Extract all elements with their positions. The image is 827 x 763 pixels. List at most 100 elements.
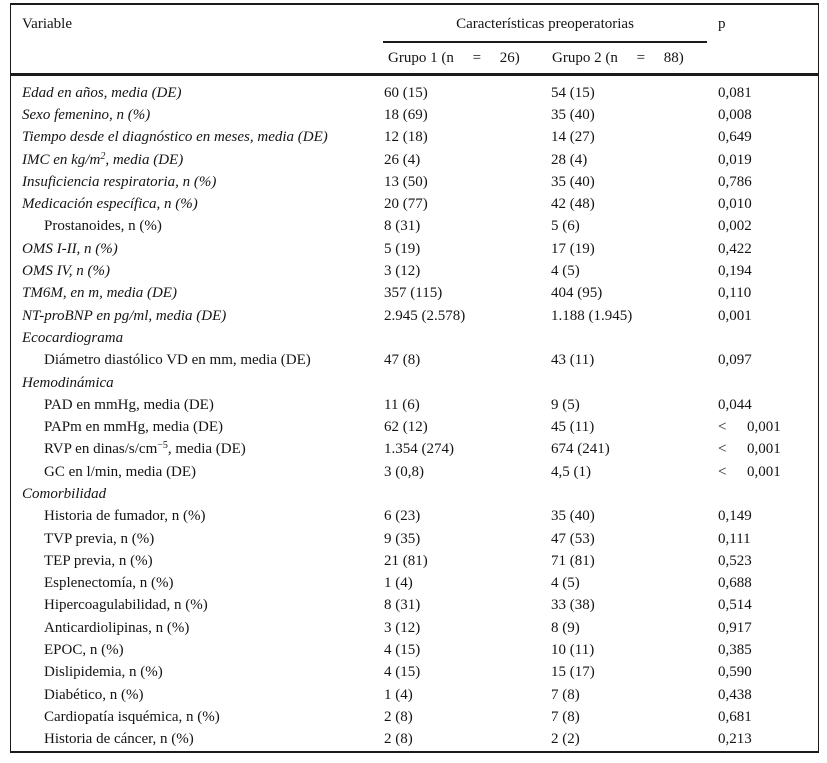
table-row: Insuficiencia respiratoria, n (%) 13 (50)… (11, 171, 818, 193)
table-row: Tiempo desde el diagnóstico en meses, me… (11, 127, 818, 149)
group2-value: 5 (6) (551, 218, 580, 235)
group2-value: 42 (48) (551, 196, 595, 213)
row-label-text: PAD en mmHg, media (DE) (44, 396, 214, 413)
group2-value: 43 (11) (551, 352, 595, 369)
group1-value: 3 (0,8) (384, 463, 424, 480)
row-label: TEP previa, n (%) (11, 553, 383, 570)
table-row: PAPm en mmHg, media (DE) 62 (12) 45 (11) <0… (11, 416, 818, 438)
group2-value: 33 (38) (551, 597, 595, 614)
less-than-sign: < (718, 463, 727, 480)
table-row: Medicación específica, n (%) 20 (77) 42 (4… (11, 193, 818, 215)
section-row: Comorbilidad (11, 483, 818, 505)
group2-value: 17 (19) (551, 240, 595, 257)
table-row: OMS I-II, n (%) 5 (19) 17 (19) 0,422 (11, 238, 818, 260)
row-label-text: Ecocardiograma (22, 329, 124, 346)
table-row: OMS IV, n (%) 3 (12) 4 (5) 0,194 (11, 260, 818, 282)
column-header-group2: Grupo 2 (n = 88) (552, 49, 684, 66)
row-label-text: TEP previa, n (%) (44, 552, 153, 569)
group1-value: 1.354 (274) (384, 441, 454, 458)
row-label-superscript: 2 (100, 150, 106, 162)
row-label-text: Insuficiencia respiratoria, n (%) (22, 173, 217, 190)
p-value: 0,590 (717, 664, 818, 681)
row-label-text: PAPm en mmHg, media (DE) (44, 419, 224, 436)
table-row: Prostanoides, n (%) 8 (31) 5 (6) 0,002 (11, 216, 818, 238)
group2-value: 15 (17) (551, 664, 595, 681)
p-value-text: 0,194 (718, 263, 752, 280)
row-label-text: GC en l/min, media (DE) (44, 463, 197, 480)
p-value: <0,001 (717, 464, 818, 481)
row-label: Diámetro diastólico VD en mm, media (DE) (11, 352, 383, 369)
group1-value: 13 (50) (384, 173, 428, 190)
table-row: GC en l/min, media (DE) 3 (0,8) 4,5 (1) <0,… (11, 461, 818, 483)
row-label: PAD en mmHg, media (DE) (11, 397, 383, 414)
table-row: Diámetro diastólico VD en mm, media (DE)… (11, 350, 818, 372)
group2-value: 14 (27) (551, 129, 595, 146)
row-label-text: Historia de fumador, n (%) (44, 508, 206, 525)
group1-value: 3 (12) (384, 263, 421, 280)
p-value: 0,044 (717, 397, 818, 414)
p-value-text: 0,917 (718, 619, 752, 636)
row-label-text: Medicación específica, n (%) (22, 196, 198, 213)
row-label-text: OMS IV, n (%) (22, 263, 111, 280)
p-value-text: 0,010 (718, 196, 752, 213)
group2-value: 674 (241) (551, 441, 610, 458)
section-row: Hemodinámica (11, 372, 818, 394)
group1-value: 60 (15) (384, 84, 428, 101)
group1-value: 47 (8) (384, 352, 421, 369)
table-row: Esplenectomía, n (%) 1 (4) 4 (5) 0,688 (11, 573, 818, 595)
row-label: TM6M, en m, media (DE) (11, 285, 383, 302)
p-value: 0,110 (717, 285, 818, 302)
row-label: Esplenectomía, n (%) (11, 575, 383, 592)
group2-value: 2 (2) (551, 731, 580, 748)
table-row: TEP previa, n (%) 21 (81) 71 (81) 0,523 (11, 550, 818, 572)
p-value-text: 0,213 (718, 731, 752, 748)
row-label: PAPm en mmHg, media (DE) (11, 419, 383, 436)
row-label-text: Esplenectomía, n (%) (44, 575, 174, 592)
group1-value: 21 (81) (384, 552, 428, 569)
section-row: Ecocardiograma (11, 327, 818, 349)
table-row: TM6M, en m, media (DE) 357 (115) 404 (95) 0… (11, 283, 818, 305)
p-value-text: 0,422 (718, 240, 752, 257)
group1-value: 1 (4) (384, 575, 413, 592)
group1-value: 62 (12) (384, 419, 428, 436)
section-label: Hemodinámica (11, 375, 383, 392)
row-label: Sexo femenino, n (%) (11, 107, 383, 124)
group2-value: 45 (11) (551, 419, 595, 436)
column-header-p: p (718, 16, 726, 32)
row-label-superscript: −5 (157, 440, 168, 452)
section-label: Comorbilidad (11, 486, 383, 503)
row-label-text: Dislipidemia, n (%) (44, 664, 163, 681)
table-row: Sexo femenino, n (%) 18 (69) 35 (40) 0,008 (11, 104, 818, 126)
row-label: Edad en años, media (DE) (11, 85, 383, 102)
group1-value: 8 (31) (384, 218, 421, 235)
group1-value: 1 (4) (384, 686, 413, 703)
row-label: OMS IV, n (%) (11, 263, 383, 280)
table-row: RVP en dinas/s/cm−5, media (DE) 1.354 (27… (11, 439, 818, 461)
p-value-text: 0,044 (718, 396, 752, 413)
row-label: Diabético, n (%) (11, 687, 383, 704)
p-value: 0,019 (717, 152, 818, 169)
table-row: NT-proBNP en pg/ml, media (DE) 2.945 (2.5… (11, 305, 818, 327)
p-value: 0,786 (717, 174, 818, 191)
p-value-text: 0,681 (718, 708, 752, 725)
group2-value: 404 (95) (551, 285, 603, 302)
p-value: 0,681 (717, 709, 818, 726)
group1-value: 4 (15) (384, 642, 421, 659)
p-value: 0,213 (717, 731, 818, 748)
group2-value: 7 (8) (551, 708, 580, 725)
p-value-text: 0,001 (718, 307, 752, 324)
table-row: EPOC, n (%) 4 (15) 10 (11) 0,385 (11, 639, 818, 661)
p-value-text: 0,523 (718, 552, 752, 569)
row-label: Historia de fumador, n (%) (11, 508, 383, 525)
group1-value: 4 (15) (384, 664, 421, 681)
preoperative-characteristics-table: Variable Características preoperatorias … (10, 3, 819, 753)
group1-value: 6 (23) (384, 508, 421, 525)
p-value: <0,001 (717, 441, 818, 458)
row-label: NT-proBNP en pg/ml, media (DE) (11, 308, 383, 325)
p-value: 0,002 (717, 218, 818, 235)
group2-value: 1.188 (1.945) (551, 307, 633, 324)
row-label-text: Sexo femenino, n (%) (22, 106, 151, 123)
group2-value: 4 (5) (551, 263, 580, 280)
group2-value: 35 (40) (551, 173, 595, 190)
row-label-text: OMS I-II, n (%) (22, 240, 118, 257)
